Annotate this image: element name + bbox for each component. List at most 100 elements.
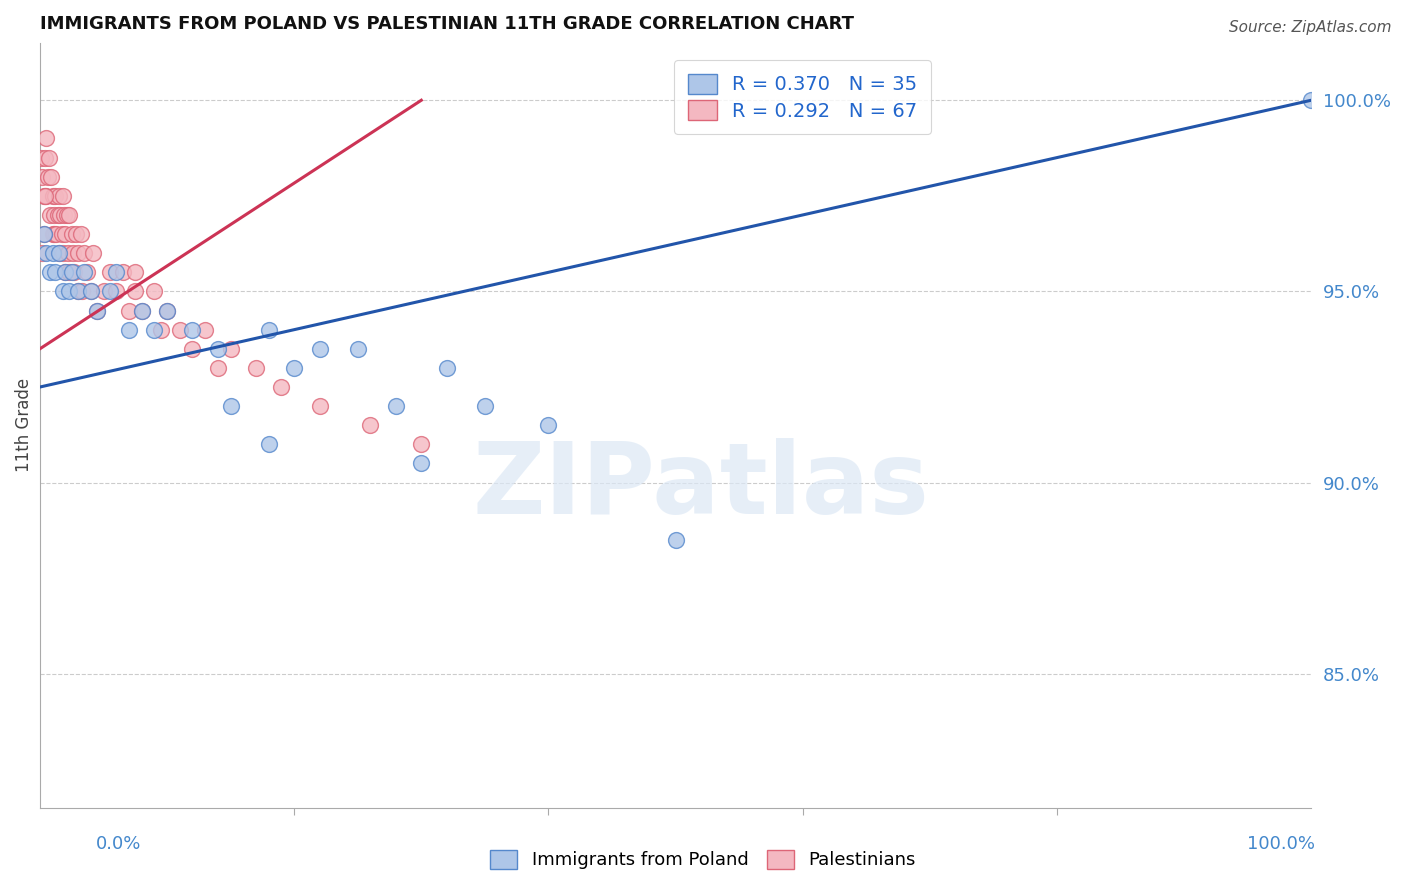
Point [49,208,72,222]
Point [48,189,70,203]
Point [34,151,56,165]
Text: 100.0%: 100.0% [1247,835,1315,853]
Point [48,246,70,260]
Point [283,360,305,375]
Point [86,303,108,318]
Point [56,246,79,260]
Point [308,399,330,413]
Point [52,189,75,203]
Point [44,265,66,279]
Point [32,227,55,241]
Point [131,303,153,318]
Point [257,323,280,337]
Point [41,246,63,260]
Legend: Immigrants from Poland, Palestinians: Immigrants from Poland, Palestinians [481,841,925,879]
Point [41,169,63,184]
Point [53,227,76,241]
Point [70,285,93,299]
Point [30,151,52,165]
Point [65,227,87,241]
Point [35,131,58,145]
Point [537,418,560,433]
Point [156,303,179,318]
Point [41,189,63,203]
Point [124,285,146,299]
Point [411,437,433,451]
Point [58,208,80,222]
Point [80,285,103,299]
Point [31,246,53,260]
Point [34,189,56,203]
Point [67,285,90,299]
Text: 0.0%: 0.0% [96,835,141,853]
Point [257,437,280,451]
Point [270,380,292,394]
Text: ZIPatlas: ZIPatlas [472,438,929,535]
Text: Source: ZipAtlas.com: Source: ZipAtlas.com [1229,20,1392,35]
Point [181,323,204,337]
Point [308,342,330,356]
Point [156,303,179,318]
Point [98,285,121,299]
Point [664,533,686,547]
Point [52,285,75,299]
Point [118,323,141,337]
Point [39,265,62,279]
Point [60,227,83,241]
Y-axis label: 11th Grade: 11th Grade [15,378,32,473]
Point [53,265,76,279]
Point [111,265,134,279]
Point [474,399,496,413]
Point [67,246,90,260]
Point [58,265,80,279]
Point [37,169,59,184]
Point [207,360,229,375]
Point [1301,93,1323,107]
Point [55,208,77,222]
Point [69,227,91,241]
Point [245,360,267,375]
Point [45,227,67,241]
Point [80,285,103,299]
Point [62,246,84,260]
Point [118,303,141,318]
Point [46,208,69,222]
Point [131,303,153,318]
Point [67,285,90,299]
Point [219,399,242,413]
Point [60,265,83,279]
Point [42,227,65,241]
Point [105,265,128,279]
Point [76,265,98,279]
Point [93,285,115,299]
Point [181,342,204,356]
Point [31,169,53,184]
Point [35,246,58,260]
Point [207,342,229,356]
Point [53,265,76,279]
Point [48,246,70,260]
Point [73,246,96,260]
Point [86,303,108,318]
Point [32,189,55,203]
Point [32,227,55,241]
Point [105,285,128,299]
Point [51,227,73,241]
Point [42,208,65,222]
Point [44,189,66,203]
Point [385,399,408,413]
Point [143,285,166,299]
Point [436,360,458,375]
Point [82,246,104,260]
Point [359,418,381,433]
Point [124,265,146,279]
Point [63,265,86,279]
Point [41,227,63,241]
Legend: R = 0.370   N = 35, R = 0.292   N = 67: R = 0.370 N = 35, R = 0.292 N = 67 [673,61,931,135]
Point [58,285,80,299]
Point [52,246,75,260]
Point [143,323,166,337]
Point [169,323,191,337]
Point [39,208,62,222]
Point [38,151,60,165]
